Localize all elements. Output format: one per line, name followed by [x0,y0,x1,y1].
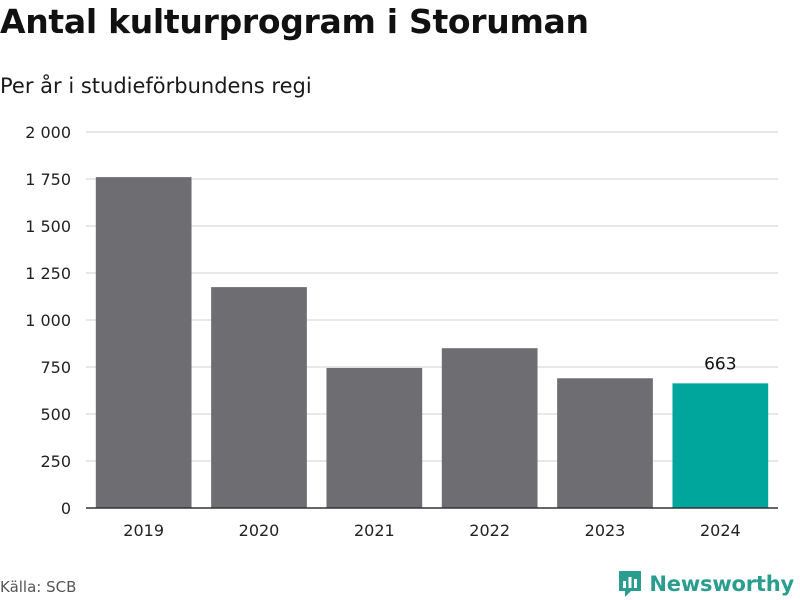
bar-2020 [211,287,307,508]
chart-title: Antal kulturprogram i Storuman [0,2,589,41]
y-tick-label: 1 000 [25,311,71,330]
brand-name: Newsworthy [649,572,794,596]
bar-2019 [95,177,192,508]
y-tick-label: 1 750 [25,170,71,189]
x-tick-label: 2020 [239,521,280,540]
gridlines [86,131,778,462]
x-tick-label: 2022 [469,521,510,540]
bars [95,177,769,508]
source-note: Källa: SCB [0,578,77,596]
x-tick-label: 2019 [123,521,164,540]
bar-2023 [557,378,653,508]
x-axis-tick-labels: 2019 2020 2021 2022 2023 2024 [123,521,740,540]
x-tick-label: 2024 [700,521,741,540]
data-label: 663 [704,354,736,374]
y-tick-label: 1 500 [25,217,71,236]
newsworthy-logo-icon [619,571,642,597]
x-tick-label: 2021 [354,521,395,540]
data-labels: 663 [704,354,736,374]
y-tick-label: 1 250 [25,264,71,283]
y-tick-label: 250 [40,452,71,471]
y-axis-tick-labels: 0 250 500 750 1 000 1 250 1 500 1 750 2 000 [25,123,71,518]
chart-subtitle: Per år i studieförbundens regi [0,74,312,98]
x-tick-label: 2023 [585,521,626,540]
brand-logo: Newsworthy [617,569,794,599]
y-tick-label: 0 [61,499,71,518]
y-tick-label: 500 [40,405,71,424]
bar-2024 [672,383,769,508]
bar-2021 [326,367,423,508]
y-tick-label: 2 000 [25,123,71,142]
y-tick-label: 750 [40,358,71,377]
bar-2022 [441,348,538,508]
